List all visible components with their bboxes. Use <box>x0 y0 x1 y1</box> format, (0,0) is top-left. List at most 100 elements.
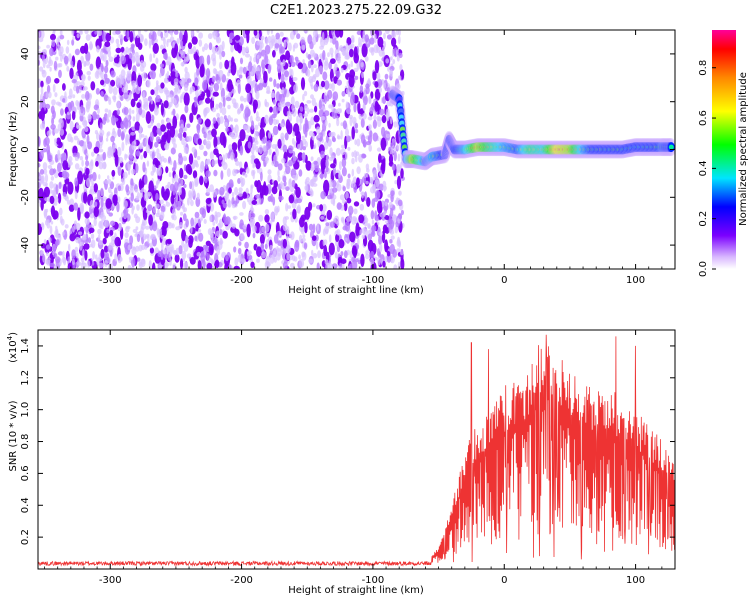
noise-speckle <box>304 221 308 234</box>
noise-speckle <box>389 69 394 77</box>
noise-speckle <box>122 171 128 179</box>
noise-speckle <box>42 58 46 69</box>
noise-speckle <box>180 94 184 100</box>
noise-speckle <box>213 169 218 177</box>
noise-speckle <box>225 254 229 262</box>
noise-speckle <box>83 243 90 250</box>
noise-speckle <box>324 259 329 265</box>
noise-speckle <box>87 75 91 81</box>
noise-speckle <box>106 132 109 139</box>
noise-speckle <box>341 217 345 224</box>
noise-speckle <box>377 256 381 266</box>
noise-speckle <box>96 114 100 120</box>
noise-speckle <box>356 30 362 36</box>
noise-speckle <box>348 74 355 88</box>
noise-speckle <box>181 229 187 242</box>
noise-speckle <box>226 168 231 178</box>
noise-speckle <box>143 150 148 159</box>
noise-speckle <box>397 261 401 269</box>
noise-speckle <box>209 215 213 223</box>
noise-speckle <box>57 44 61 52</box>
noise-speckle <box>310 49 315 57</box>
noise-speckle <box>303 113 308 118</box>
noise-speckle <box>358 37 361 45</box>
noise-speckle <box>172 41 175 49</box>
noise-speckle <box>269 244 273 252</box>
noise-speckle <box>240 234 246 241</box>
noise-speckle <box>150 98 153 105</box>
noise-speckle <box>38 187 44 201</box>
noise-speckle <box>231 98 237 105</box>
noise-speckle <box>53 60 58 71</box>
noise-speckle <box>117 185 122 192</box>
noise-speckle <box>102 151 107 161</box>
noise-speckle <box>228 264 232 269</box>
noise-speckle <box>157 209 160 215</box>
noise-speckle <box>250 145 255 154</box>
noise-speckle <box>331 135 336 142</box>
noise-speckle <box>87 113 92 123</box>
noise-speckle <box>199 65 205 78</box>
noise-speckle <box>123 128 127 133</box>
noise-speckle <box>329 221 335 228</box>
noise-speckle <box>299 106 304 112</box>
noise-speckle <box>305 160 312 171</box>
noise-speckle <box>51 39 56 48</box>
noise-speckle <box>186 52 190 63</box>
noise-speckle <box>78 231 83 235</box>
noise-speckle <box>144 235 148 240</box>
noise-speckle <box>323 38 329 46</box>
noise-speckle <box>212 57 217 67</box>
noise-speckle <box>328 131 334 138</box>
noise-speckle <box>222 154 226 163</box>
noise-speckle <box>42 162 48 171</box>
noise-speckle <box>271 160 275 166</box>
noise-speckle <box>144 38 148 46</box>
noise-speckle <box>110 79 116 87</box>
noise-speckle <box>231 196 235 206</box>
noise-speckle <box>324 80 330 90</box>
noise-speckle <box>391 163 396 171</box>
noise-speckle <box>132 116 136 122</box>
noise-speckle <box>206 187 211 194</box>
noise-speckle <box>238 74 243 79</box>
noise-speckle <box>396 175 402 190</box>
noise-speckle <box>135 85 141 95</box>
noise-speckle <box>124 153 127 161</box>
noise-speckle <box>76 121 79 129</box>
noise-speckle <box>361 234 366 239</box>
noise-speckle <box>374 215 379 222</box>
noise-speckle <box>381 46 385 55</box>
noise-speckle <box>38 136 41 147</box>
noise-speckle <box>155 203 160 209</box>
noise-speckle <box>365 163 370 170</box>
noise-speckle <box>165 89 171 98</box>
noise-speckle <box>270 218 275 223</box>
noise-speckle <box>395 130 401 144</box>
noise-speckle <box>361 71 365 79</box>
noise-speckle <box>194 97 198 108</box>
noise-speckle <box>271 186 278 195</box>
noise-speckle <box>42 49 47 55</box>
noise-speckle <box>99 129 105 137</box>
noise-speckle <box>80 81 85 87</box>
noise-speckle <box>221 50 226 58</box>
noise-speckle <box>390 116 393 125</box>
noise-speckle <box>270 212 275 219</box>
noise-speckle <box>100 187 104 197</box>
noise-speckle <box>207 33 213 40</box>
noise-speckle <box>93 218 97 227</box>
noise-speckle <box>160 205 166 213</box>
noise-speckle <box>148 180 154 195</box>
noise-speckle <box>116 43 120 48</box>
noise-speckle <box>379 108 385 116</box>
noise-speckle <box>211 159 215 167</box>
noise-speckle <box>313 114 320 123</box>
noise-speckle <box>398 190 402 196</box>
noise-speckle <box>370 30 375 37</box>
noise-speckle <box>144 245 148 250</box>
noise-speckle <box>331 263 338 269</box>
noise-speckle <box>94 201 98 206</box>
noise-speckle <box>255 90 260 100</box>
noise-speckle <box>308 201 313 211</box>
